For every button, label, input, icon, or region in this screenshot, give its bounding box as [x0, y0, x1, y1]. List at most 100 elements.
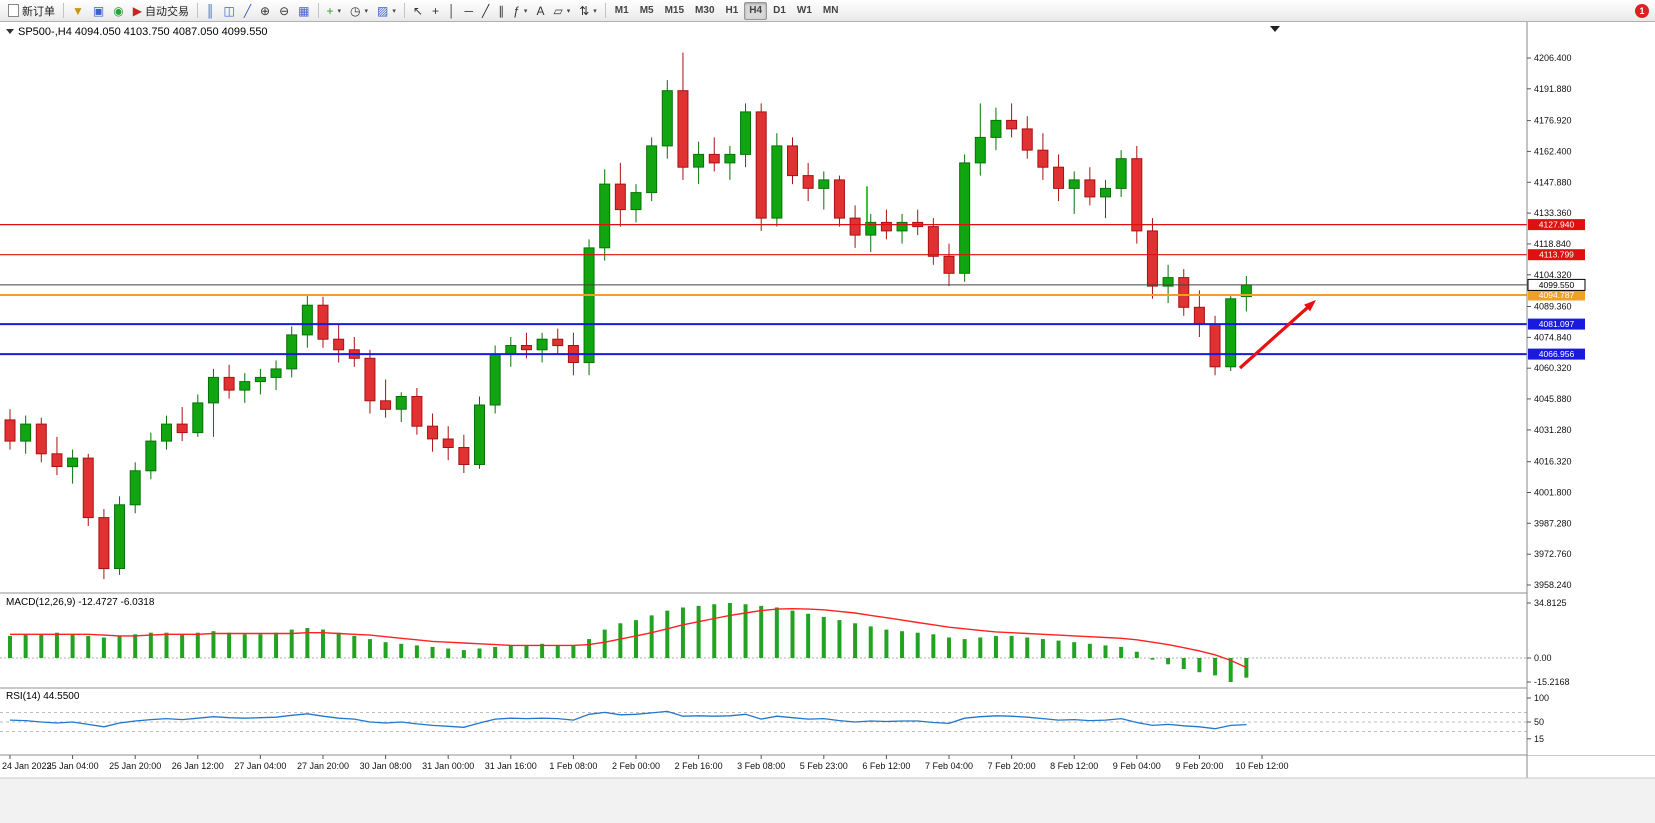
candle — [614, 183, 626, 211]
time-tick-label: 10 Feb 12:00 — [1235, 761, 1288, 771]
candle — [599, 183, 611, 249]
price-axis[interactable]: 4206.400 4191.880 4176.920 4162.400 4147.880… — [1527, 53, 1586, 744]
candle — [4, 419, 16, 442]
candle — [301, 304, 313, 336]
fibonacci-icon: ƒ — [513, 3, 520, 18]
candle — [411, 396, 423, 427]
chart-plot[interactable] — [0, 22, 1655, 823]
user-button[interactable]: ▣ — [89, 1, 108, 21]
timeframe-button-m15[interactable]: M15 — [664, 4, 685, 16]
candle — [270, 368, 282, 378]
crosshair-button[interactable]: + — [428, 1, 443, 21]
rsi-tick-label: 15 — [1534, 734, 1544, 744]
chevron-down-icon: ▾ — [593, 7, 597, 15]
sync-button[interactable]: ◉ — [109, 1, 127, 21]
price-tick-label: 4045.880 — [1534, 394, 1572, 404]
candlestick-chart-button[interactable]: ◫ — [219, 1, 238, 21]
line-chart-button[interactable]: ╱ — [240, 1, 255, 21]
time-tick-label: 6 Feb 12:00 — [862, 761, 910, 771]
candle — [1178, 277, 1190, 308]
toolbar-separator — [196, 3, 198, 18]
candle — [865, 221, 877, 236]
candle — [630, 192, 642, 211]
price-tick-label: 4074.840 — [1534, 332, 1572, 342]
rsi-tick-label: 50 — [1534, 717, 1544, 727]
price-tick-label: 4001.800 — [1534, 488, 1572, 498]
time-tick-label: 31 Jan 00:00 — [422, 761, 474, 771]
candle — [833, 179, 845, 219]
time-tick-label: 25 Jan 20:00 — [109, 761, 161, 771]
cursor-button[interactable]: ↖ — [409, 1, 427, 21]
filter-button[interactable]: ▼ — [68, 1, 88, 21]
candle — [145, 440, 157, 472]
chart-title: SP500-,H4 4094.050 4103.750 4087.050 409… — [6, 26, 268, 38]
time-tick-label: 26 Jan 12:00 — [172, 761, 224, 771]
candle — [427, 425, 439, 440]
timeframe-button-h4[interactable]: H4 — [744, 1, 768, 20]
horizontal-line-icon: ─ — [464, 3, 473, 18]
timeframe-button-m1[interactable]: M1 — [614, 4, 629, 16]
tile-windows-button[interactable]: ▦ — [294, 1, 313, 21]
macd-tick-label: -15.2168 — [1534, 677, 1570, 687]
chevron-down-icon: ▾ — [392, 7, 396, 15]
channel-button[interactable]: ∥ — [494, 1, 508, 21]
arrows-button[interactable]: ⇅ ▾ — [575, 1, 601, 21]
zoom-out-button[interactable]: ⊖ — [275, 1, 293, 21]
candle — [974, 136, 986, 164]
candle — [1115, 158, 1127, 189]
price-tag — [1527, 278, 1586, 291]
candle — [114, 504, 126, 569]
text-button[interactable]: A — [532, 1, 548, 21]
templates-button[interactable]: ▨ ▾ — [373, 1, 400, 21]
zoom-in-button[interactable]: ⊕ — [256, 1, 274, 21]
level-lines — [0, 224, 1527, 356]
scroll-to-end-marker[interactable] — [1270, 26, 1280, 32]
vertical-line-button[interactable]: │ — [444, 1, 460, 21]
candle — [1021, 128, 1033, 151]
timeframe-button-m5[interactable]: M5 — [639, 4, 654, 16]
candle — [1209, 323, 1221, 368]
price-axis-bg[interactable] — [1527, 22, 1655, 755]
trendline-button[interactable]: ╱ — [478, 1, 493, 21]
profiles-button[interactable]: ◷ ▾ — [346, 1, 372, 21]
timeframe-button-mn[interactable]: MN — [822, 4, 839, 16]
price-tag — [1528, 318, 1585, 330]
new-order-button[interactable]: 新订单 — [4, 1, 59, 21]
time-tick-label: 2 Feb 16:00 — [675, 761, 723, 771]
timeframe-button-h1[interactable]: H1 — [725, 4, 739, 16]
macd-tick-label: 0.00 — [1534, 653, 1552, 663]
auto-trading-button[interactable]: ▶ 自动交易 — [129, 1, 193, 21]
price-tick-label: 4147.880 — [1534, 177, 1572, 187]
time-tick-label: 24 Jan 2023 — [2, 761, 52, 771]
bar-chart-button[interactable]: ║ — [202, 1, 219, 21]
zoom-in-icon: ⊕ — [260, 3, 271, 18]
notification-badge[interactable]: 1 — [1635, 3, 1649, 18]
fibonacci-button[interactable]: ƒ ▾ — [509, 1, 531, 21]
price-tick-label: 4060.320 — [1534, 363, 1572, 373]
candle — [67, 457, 79, 468]
candle — [458, 447, 470, 465]
candle — [207, 376, 219, 404]
candle — [223, 376, 235, 391]
shapes-button[interactable]: ▱ ▾ — [549, 1, 574, 21]
horizontal-line-button[interactable]: ─ — [460, 1, 477, 21]
chart-canvas[interactable]: MACD(12,26,9) -12.4727 -6.0318 RSI(14) 44… — [0, 22, 1655, 823]
timeframe-button-w1[interactable]: W1 — [796, 4, 812, 16]
price-tick-label: 3972.760 — [1534, 549, 1572, 559]
timeframe-button-m30[interactable]: M30 — [695, 4, 715, 16]
candle — [35, 423, 47, 455]
time-tick-label: 7 Feb 20:00 — [988, 761, 1036, 771]
price-tag-label: 4113.799 — [1539, 250, 1574, 260]
price-tick-label: 4016.320 — [1534, 457, 1572, 467]
candle — [1037, 149, 1049, 168]
price-tick-label: 4031.280 — [1534, 425, 1572, 435]
price-tag-label: 4099.550 — [1539, 280, 1575, 290]
candle — [1068, 179, 1080, 189]
price-tag-label: 4066.956 — [1539, 349, 1575, 359]
timeframe-button-d1[interactable]: D1 — [773, 4, 786, 16]
new-chart-button[interactable]: + ▾ — [323, 1, 346, 21]
trend-arrow[interactable] — [1238, 300, 1316, 370]
chevron-down-icon: ▾ — [337, 7, 342, 15]
text-icon: A — [536, 3, 545, 18]
